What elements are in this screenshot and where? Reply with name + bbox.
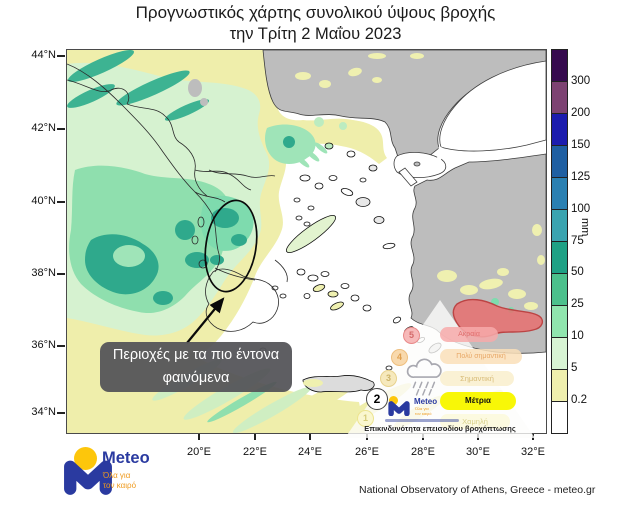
annotation-arrow xyxy=(186,297,225,344)
lon-label-20e: 20°E xyxy=(187,446,211,458)
focus-ellipse xyxy=(204,199,258,293)
risk-label-very-significant: Πολύ σημαντική xyxy=(440,349,522,364)
lon-label-30e: 30°E xyxy=(466,446,490,458)
colorbar-tick-100: 100 xyxy=(571,203,591,215)
lon-label-24e: 24°E xyxy=(298,446,322,458)
colorbar-band xyxy=(552,82,567,114)
colorbar-tick-0p2: 0.2 xyxy=(571,394,587,406)
lat-label-40n: 40°N xyxy=(31,195,56,207)
lat-label-44n: 44°N xyxy=(31,49,56,61)
logo-fineprint-bar xyxy=(385,419,459,422)
colorbar-band xyxy=(552,274,567,306)
risk-level-2-circle-active: 2 xyxy=(366,388,388,410)
callout-line2: φαινόμενα xyxy=(162,370,230,387)
colorbar-tick-200: 200 xyxy=(571,107,591,119)
lon-label-22e: 22°E xyxy=(243,446,267,458)
colorbar-unit-label: mm xyxy=(579,218,591,237)
colorbar-tick-150: 150 xyxy=(571,139,591,151)
logo-tagline: Όλα για τον καιρό xyxy=(415,406,432,416)
meteo-logo-small: Meteo Όλα για τον καιρό xyxy=(387,396,465,418)
logo-brand-text: Meteo xyxy=(102,449,150,467)
risk-level-3-circle: 3 xyxy=(380,370,397,387)
risk-label-moderate-active: Μέτρια xyxy=(440,392,516,410)
colorbar-band xyxy=(552,114,567,146)
aegean-islands xyxy=(259,142,442,393)
page-title: Προγνωστικός χάρτης συνολικού ύψους βροχ… xyxy=(135,3,496,22)
logo-m-icon xyxy=(388,401,410,416)
colorbar-band xyxy=(552,50,567,82)
lat-label-36n: 36°N xyxy=(31,339,56,351)
lat-tick xyxy=(57,55,65,57)
risk-label-low: Χαμηλή xyxy=(440,414,510,429)
callout-line1: Περιοχές με τα πιο έντονα xyxy=(112,347,280,363)
colorbar-band xyxy=(552,178,567,210)
lat-label-38n: 38°N xyxy=(31,267,56,279)
colorbar-band xyxy=(552,210,567,242)
black-sea-and-marmara xyxy=(393,60,546,187)
attribution-text: National Observatory of Athens, Greece -… xyxy=(359,484,596,496)
risk-level-5-circle: 5 xyxy=(403,327,420,344)
colorbar-tick-5: 5 xyxy=(571,362,578,374)
precipitation-colorbar xyxy=(551,49,568,434)
colorbar-band xyxy=(552,146,567,178)
colorbar-band xyxy=(552,402,567,433)
colorbar-band xyxy=(552,338,567,370)
lat-label-42n: 42°N xyxy=(31,122,56,134)
logo-m-icon xyxy=(64,460,112,495)
rain-risk-pyramid: 5 4 3 2 1 Ακραία Πολύ σημαντική Σημαντικ… xyxy=(345,300,535,438)
lon-tick xyxy=(309,433,311,440)
rain-cloud-icon xyxy=(405,355,447,402)
logo-yellow-dot xyxy=(389,396,398,405)
lon-tick xyxy=(198,433,200,440)
lat-label-34n: 34°N xyxy=(31,406,56,418)
risk-label-extreme: Ακραία xyxy=(440,327,498,342)
colorbar-tick-10: 10 xyxy=(571,330,584,342)
colorbar-band xyxy=(552,306,567,338)
lat-tick xyxy=(57,412,65,414)
logo-brand-text: Meteo xyxy=(414,397,438,406)
logo-yellow-dot xyxy=(74,447,97,470)
lon-label-28e: 28°E xyxy=(411,446,435,458)
meteo-logo: Meteo Όλα για τον καιρό xyxy=(58,447,190,505)
colorbar-tick-25: 25 xyxy=(571,298,584,310)
risk-level-4-circle: 4 xyxy=(391,349,408,366)
lat-tick xyxy=(57,201,65,203)
risk-label-significant: Σημαντική xyxy=(440,371,514,386)
lon-tick xyxy=(254,433,256,440)
lon-label-32e: 32°E xyxy=(521,446,545,458)
lat-tick xyxy=(57,345,65,347)
colorbar-tick-50: 50 xyxy=(571,266,584,278)
pyramid-caption: Επικινδυνότητα επεισοδίου βροχόπτωσης xyxy=(364,424,516,433)
country-borders xyxy=(67,63,288,332)
logo-tagline: Όλα για τον καιρό xyxy=(103,471,137,490)
intense-phenomena-callout: Περιοχές με τα πιο έντονα φαινόμενα xyxy=(100,342,292,392)
lat-tick xyxy=(57,128,65,130)
colorbar-band xyxy=(552,242,567,274)
risk-level-1-circle: 1 xyxy=(357,410,374,427)
lat-tick xyxy=(57,273,65,275)
colorbar-tick-75: 75 xyxy=(571,235,584,247)
lon-label-26e: 26°E xyxy=(355,446,379,458)
isolated-precip-spots xyxy=(295,53,545,313)
colorbar-tick-125: 125 xyxy=(571,171,591,183)
colorbar-band xyxy=(552,370,567,402)
colorbar-tick-300: 300 xyxy=(571,75,591,87)
page-subtitle-date: την Τρίτη 2 Μαΐου 2023 xyxy=(229,25,402,43)
